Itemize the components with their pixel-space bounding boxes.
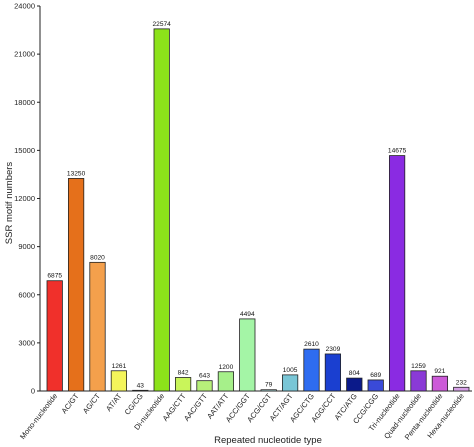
bars	[46, 28, 470, 392]
bar	[324, 353, 342, 392]
data-label: 1005	[283, 367, 298, 374]
bar	[110, 370, 128, 392]
data-label: 1259	[411, 363, 426, 370]
bar	[46, 280, 63, 392]
data-label: 643	[199, 373, 210, 380]
x-axis-title: Repeated nucleotide type	[214, 435, 322, 446]
y-axis-ticks: 0 3000 6000 9000 12000 15000 18000 21000 24000	[14, 2, 40, 396]
bar	[431, 375, 449, 392]
bar	[132, 389, 149, 392]
bar	[453, 386, 470, 392]
x-tick-label: AC/GT	[59, 391, 80, 415]
y-tick-label: 21000	[14, 50, 35, 59]
data-label: 79	[265, 382, 273, 389]
data-label: 13250	[67, 170, 86, 177]
data-label: 8020	[90, 254, 105, 261]
bar	[346, 377, 363, 392]
y-tick-label: 0	[31, 387, 35, 396]
data-label: 804	[349, 370, 360, 377]
data-label: 689	[370, 372, 381, 379]
data-label: 2610	[304, 341, 319, 348]
x-tick-label: Mono-nucleotide	[18, 392, 59, 441]
data-label: 43	[137, 382, 145, 389]
y-axis-title: SSR motif numbers	[4, 162, 15, 245]
data-label: 4494	[240, 311, 255, 318]
data-label: 1200	[219, 364, 234, 371]
bar	[89, 261, 106, 392]
data-label: 921	[434, 368, 445, 375]
bar	[217, 371, 235, 392]
data-label: 2309	[326, 346, 341, 353]
bar	[174, 377, 192, 392]
y-tick-label: 9000	[18, 242, 35, 251]
data-label: 14675	[388, 148, 407, 155]
bar	[239, 318, 256, 392]
bar	[196, 380, 213, 392]
y-tick-label: 3000	[18, 338, 35, 347]
bar	[67, 178, 85, 392]
y-tick-label: 24000	[14, 2, 35, 11]
x-tick-label: AT/AT	[104, 391, 124, 413]
y-tick-label: 12000	[14, 194, 35, 203]
data-label: 22574	[153, 21, 172, 28]
y-tick-label: 6000	[18, 290, 35, 299]
bar	[303, 348, 320, 392]
bar	[281, 374, 299, 392]
x-tick-label: AG/CT	[81, 391, 102, 415]
bar	[153, 28, 170, 392]
data-labels: 6875 13250 8020 1261 43 22574 842 643 1200 4494 79…	[47, 21, 467, 389]
data-label: 6875	[47, 273, 62, 280]
bar	[367, 379, 384, 392]
data-label: 1261	[112, 363, 127, 370]
bar	[410, 370, 427, 392]
bar	[388, 155, 406, 392]
data-label: 842	[178, 369, 189, 376]
y-tick-label: 15000	[14, 146, 35, 155]
y-tick-label: 18000	[14, 98, 35, 107]
data-label: 232	[456, 379, 467, 386]
bar	[260, 389, 277, 392]
